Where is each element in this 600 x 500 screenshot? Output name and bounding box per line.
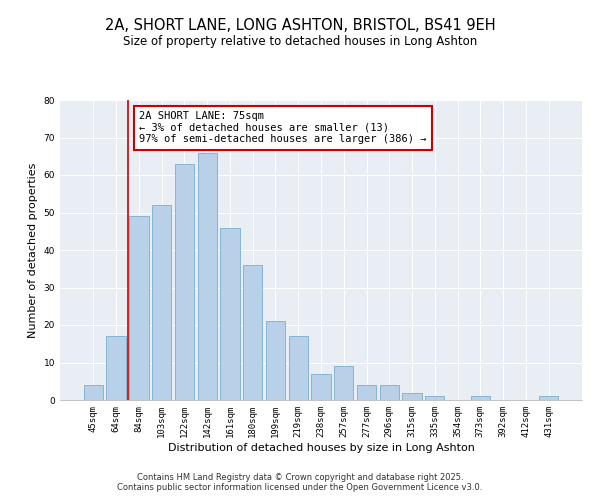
X-axis label: Distribution of detached houses by size in Long Ashton: Distribution of detached houses by size … [167,442,475,452]
Bar [152,205,172,400]
Text: 2A, SHORT LANE, LONG ASHTON, BRISTOL, BS41 9EH: 2A, SHORT LANE, LONG ASHTON, BRISTOL, BS… [104,18,496,32]
Bar [220,228,239,400]
Bar [84,385,103,400]
Bar [175,164,194,400]
Bar [380,385,399,400]
Bar [197,152,217,400]
Text: Contains HM Land Registry data © Crown copyright and database right 2025.: Contains HM Land Registry data © Crown c… [137,474,463,482]
Bar [106,336,126,400]
Text: Contains public sector information licensed under the Open Government Licence v3: Contains public sector information licen… [118,484,482,492]
Bar [289,336,308,400]
Bar [129,216,149,400]
Text: 2A SHORT LANE: 75sqm
← 3% of detached houses are smaller (13)
97% of semi-detach: 2A SHORT LANE: 75sqm ← 3% of detached ho… [139,112,427,144]
Text: Size of property relative to detached houses in Long Ashton: Size of property relative to detached ho… [123,35,477,48]
Bar [403,392,422,400]
Bar [266,322,285,400]
Bar [311,374,331,400]
Y-axis label: Number of detached properties: Number of detached properties [28,162,38,338]
Bar [539,396,558,400]
Bar [243,265,262,400]
Bar [425,396,445,400]
Bar [334,366,353,400]
Bar [357,385,376,400]
Bar [470,396,490,400]
